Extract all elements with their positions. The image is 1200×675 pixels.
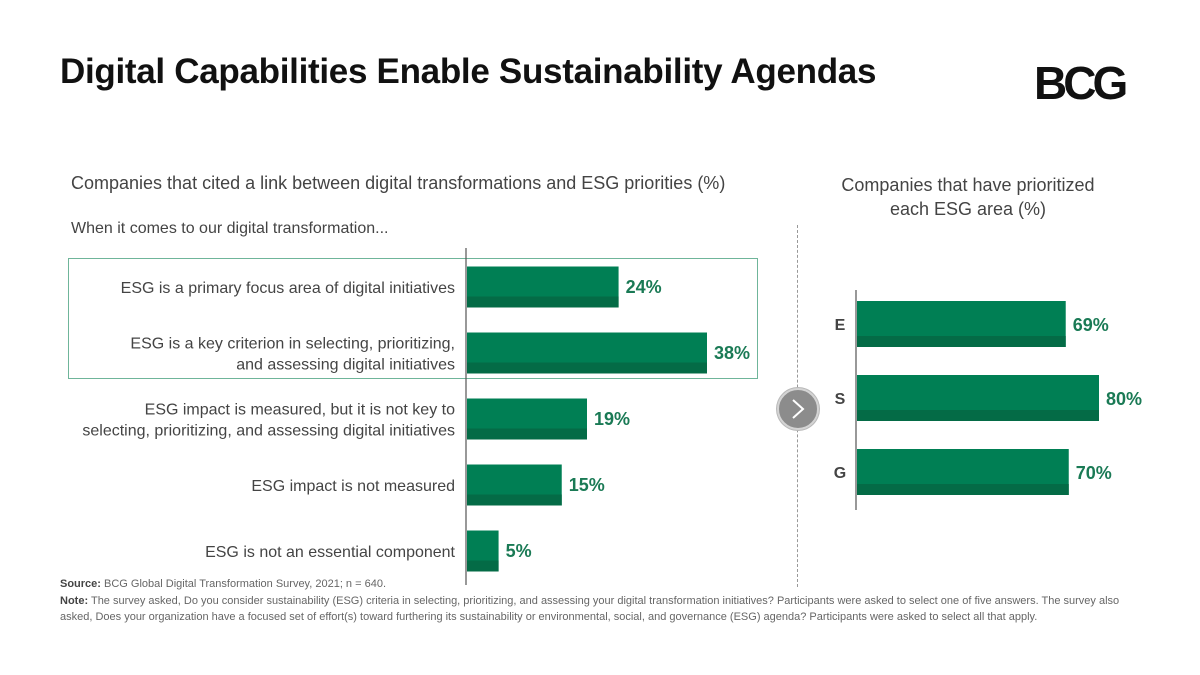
highlight-box <box>68 258 758 379</box>
bcg-logo: BCG <box>1034 57 1128 109</box>
left-bar-1-shade <box>467 362 707 374</box>
note-label: Note: <box>60 594 89 607</box>
left-value-label-3: 15% <box>569 475 605 495</box>
left-category-label-0-0: ESG is a primary focus area of digital i… <box>121 280 455 297</box>
left-category-label-1-1: and assessing digital initiatives <box>236 357 455 374</box>
left-category-label-2-0: ESG impact is measured, but it is not ke… <box>145 402 455 419</box>
right-value-label-2: 70% <box>1076 463 1112 483</box>
note-line: Note: The survey asked, Do you consider … <box>60 593 1140 626</box>
left-category-label-4-0: ESG is not an essential component <box>205 544 455 561</box>
source-line: Source: BCG Global Digital Transformatio… <box>60 576 1140 593</box>
next-arrow-button[interactable] <box>777 388 819 430</box>
right-category-label-2: G <box>834 465 846 482</box>
right-chart-title-line2: each ESG area (%) <box>889 199 1047 220</box>
page-title: Digital Capabilities Enable Sustainabili… <box>60 52 877 91</box>
left-value-label-1: 38% <box>714 343 750 363</box>
left-bar-4-shade <box>467 560 499 572</box>
left-bar-3-shade <box>467 494 562 506</box>
right-value-label-1: 80% <box>1106 389 1142 409</box>
right-chart-title-line1: Companies that have prioritized <box>841 175 1095 195</box>
right-bar-0-shade <box>857 336 1066 347</box>
left-category-label-1-0: ESG is a key criterion in selecting, pri… <box>130 336 455 353</box>
left-bar-0-shade <box>467 296 619 308</box>
note-text: The survey asked, Do you consider sustai… <box>60 594 1120 624</box>
left-value-label-0: 24% <box>626 277 662 297</box>
right-category-label-0: E <box>835 317 846 334</box>
right-chart-title: Companies that have prioritized each ESG… <box>818 173 1118 222</box>
source-text: BCG Global Digital Transformation Survey… <box>104 578 386 590</box>
left-category-label-2-1: selecting, prioritizing, and assessing d… <box>82 423 455 440</box>
left-category-label-3-0: ESG impact is not measured <box>251 478 455 495</box>
left-value-label-4: 5% <box>506 541 532 561</box>
right-bar-2-shade <box>857 484 1069 495</box>
left-bar-2-shade <box>467 428 587 440</box>
chevron-right-icon <box>792 399 805 419</box>
left-chart-subtitle: When it comes to our digital transformat… <box>71 220 389 237</box>
right-value-label-0: 69% <box>1073 315 1109 335</box>
right-bar-1-shade <box>857 410 1099 421</box>
source-label: Source: <box>60 578 101 590</box>
footnote: Source: BCG Global Digital Transformatio… <box>60 576 1140 626</box>
left-value-label-2: 19% <box>594 409 630 429</box>
left-chart-title: Companies that cited a link between digi… <box>71 173 726 193</box>
right-category-label-1: S <box>835 391 846 408</box>
